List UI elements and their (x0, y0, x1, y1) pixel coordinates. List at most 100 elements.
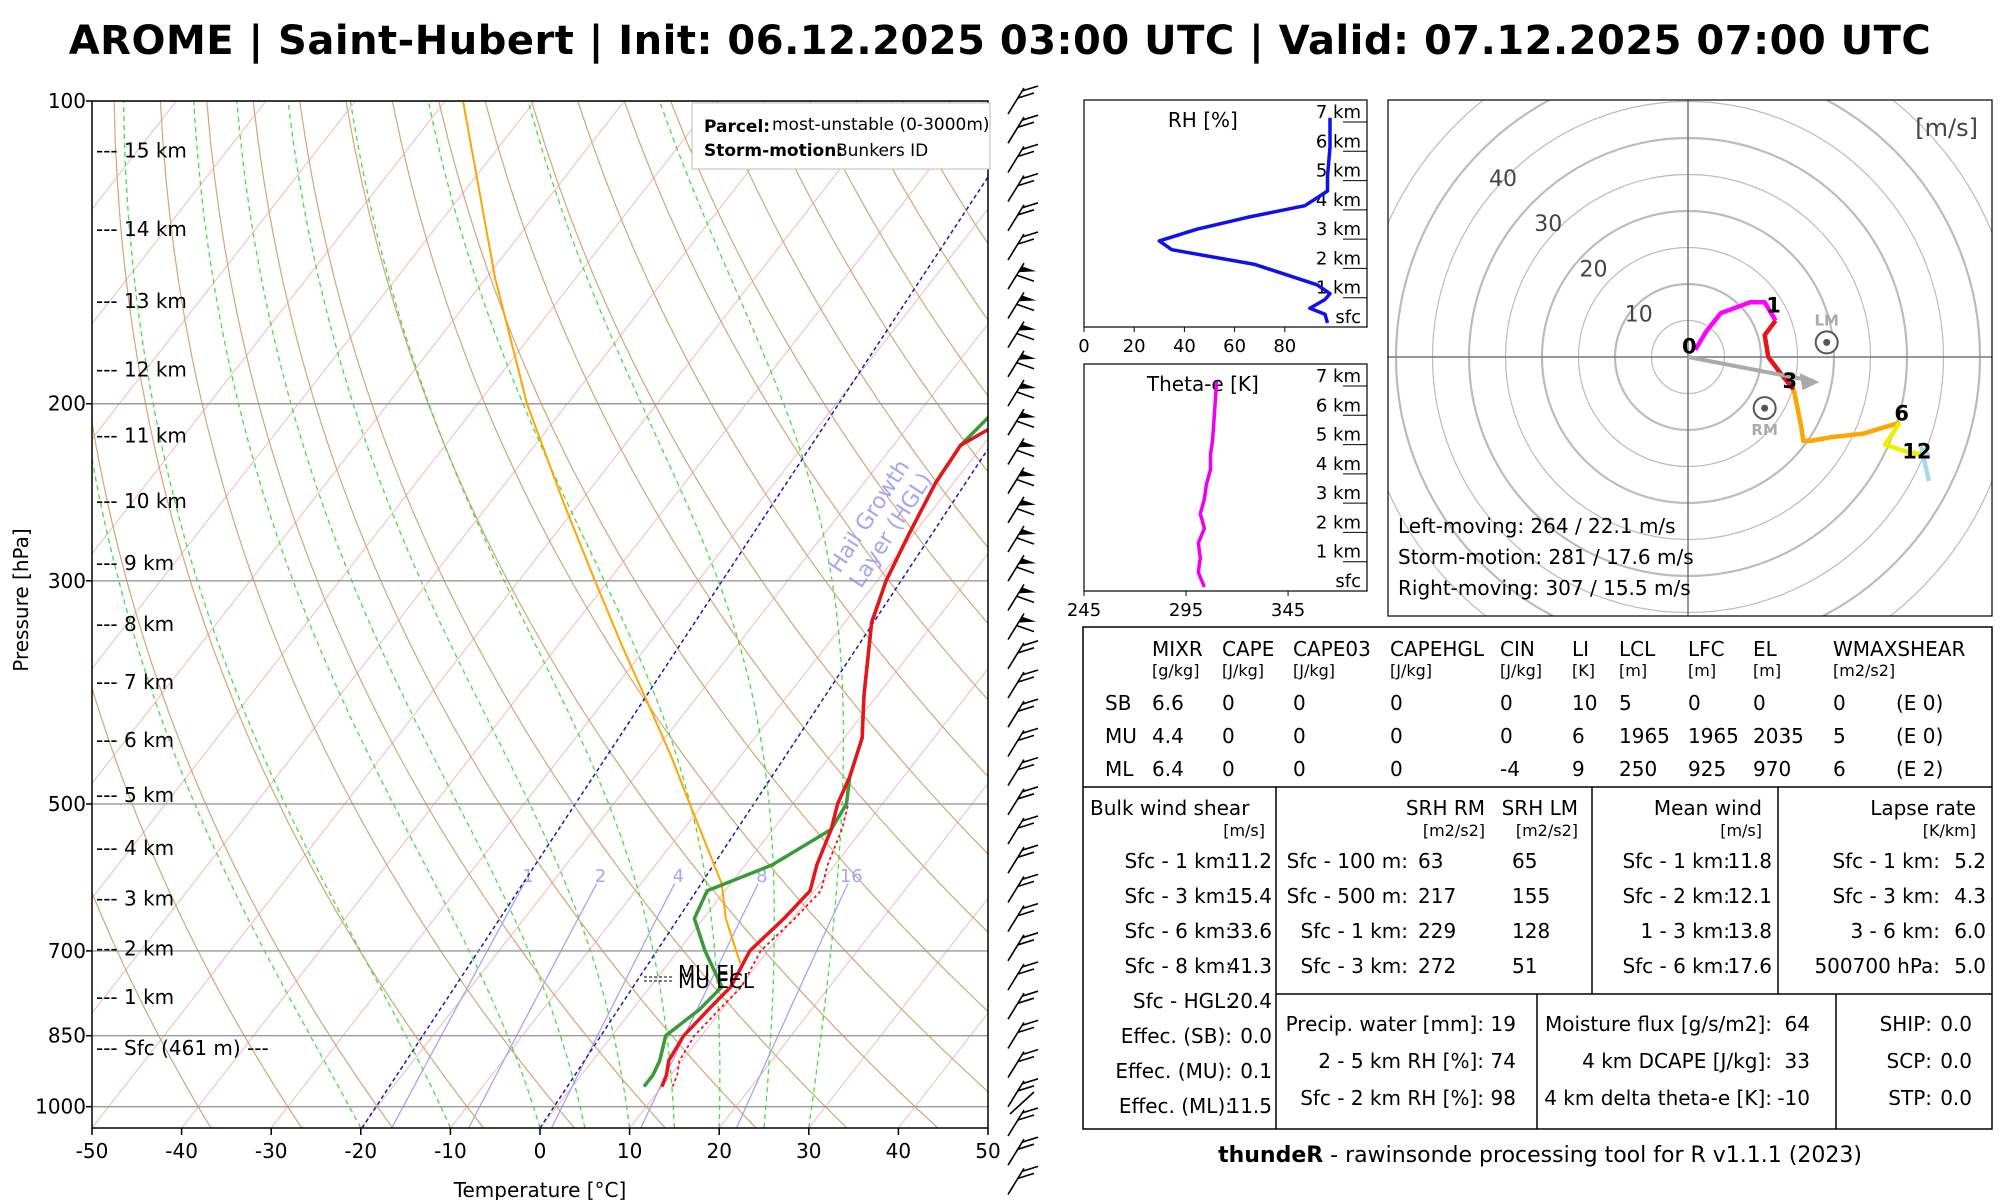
parcel-table-header: CIN (1500, 637, 1535, 661)
wind-barb-staff (1007, 729, 1025, 757)
wind-barb-feather (1017, 997, 1035, 1004)
parcel-table-header: WMAXSHEAR (1833, 637, 1965, 661)
wind-barb-feather (1017, 705, 1035, 712)
lapse-rate-label: Sfc - 1 km: (1832, 849, 1940, 873)
rh-height-label: 3 km (1316, 219, 1361, 240)
rh-height-label: 7 km (1316, 102, 1361, 123)
hodograph-panel: 10 20 30 40 0 1 3 6 12 LM RM [m/s] Left-moving: 264 … (1387, 99, 1993, 617)
wind-barb-feather (1016, 449, 1035, 458)
temperature-tick-label: -40 (165, 1139, 198, 1163)
srh-lm-value: 65 (1512, 849, 1537, 873)
wind-barb-feather (1016, 332, 1035, 341)
mixing-ratio-label: 4 (673, 866, 684, 887)
mixing-ratio-line (468, 883, 598, 1128)
storm-motion-arrow (1687, 355, 1814, 384)
mu-ecl-label: MU ECL (678, 969, 755, 993)
parcel-table-unit: [J/kg] (1222, 661, 1264, 680)
parcel-table-header: CAPE (1222, 637, 1274, 661)
mixing-ratio-label: 16 (840, 866, 863, 887)
wind-barb-feather (1017, 880, 1035, 888)
height-label: --- 2 km (96, 936, 174, 960)
parcel-table-unit: [m] (1619, 661, 1647, 680)
wind-barb-feather (1016, 478, 1035, 487)
wind-barb-staff (1007, 1167, 1025, 1195)
wind-barb-staff (1007, 1138, 1025, 1166)
lapse-rate-title: Lapse rate (1870, 796, 1976, 820)
rh-height-label: 2 km (1316, 248, 1361, 269)
wind-barb-staff (1007, 233, 1025, 261)
parcel-table-cell: 250 (1619, 757, 1657, 781)
wind-barb-feather (1021, 902, 1039, 910)
hodograph-point-label: 1 (1766, 294, 1781, 318)
wind-barb-staff (1007, 1080, 1025, 1108)
hodograph-info-line: Right-moving: 307 / 15.5 m/s (1398, 576, 1691, 600)
wind-barb-feather (1017, 909, 1035, 917)
parcel-table-cell: 6.6 (1152, 691, 1184, 715)
composite-index-label: SCP: (1887, 1049, 1932, 1073)
srh-rm-value: 229 (1418, 919, 1456, 943)
isotherm-line (92, 101, 267, 325)
wind-barb-flag (1018, 558, 1036, 565)
parcel-table-cell: 10 (1572, 691, 1597, 715)
parcel-table-header: MIXR (1152, 637, 1203, 661)
hodograph-clipped-layer: 10 20 30 40 0 1 3 6 12 LM RM [m/s] Left-moving: 264 … (1388, 100, 1992, 616)
wind-barb-feather (1021, 756, 1039, 764)
parcel-table-unit: [K] (1572, 661, 1595, 680)
isotherm-line (92, 101, 356, 440)
moist-adiabat-line (236, 101, 586, 1128)
wind-barb-feather (1017, 647, 1035, 654)
isotherm-line (360, 323, 988, 1128)
pressure-tick-label: 100 (48, 89, 86, 113)
moist-adiabat-line (349, 101, 676, 1128)
moist-adiabat-line (287, 101, 631, 1128)
pressure-tick-label: 700 (48, 939, 86, 963)
parcel-table-cell: SB (1105, 691, 1131, 715)
wind-barb-feather (1016, 362, 1035, 370)
wind-barb-flag (1018, 616, 1036, 623)
wind-barb-feather (1016, 624, 1035, 633)
lapse-rate-label: 3 - 6 km: (1850, 919, 1940, 943)
hodograph-info-line: Left-moving: 264 / 22.1 m/s (1398, 514, 1676, 538)
wind-barb-feather (1016, 595, 1035, 604)
isotherm-line (92, 101, 894, 1128)
parcel-table-header: EL (1753, 637, 1778, 661)
wind-barb-feather (1021, 1136, 1039, 1143)
height-label: --- Sfc (461 m) --- (96, 1036, 269, 1060)
wind-barb-staff (1007, 642, 1025, 670)
hodograph-unit: [m/s] (1915, 114, 1978, 142)
wind-barb-flag (1018, 529, 1036, 535)
wind-barb-feather (1021, 932, 1039, 939)
hgl-line (539, 448, 988, 1128)
temperature-tick-label: 20 (706, 1139, 731, 1163)
mean-wind-value: 11.8 (1727, 849, 1772, 873)
wind-barb-feather (1021, 786, 1039, 793)
parameter-tables: MIXR CAPE CAPE03 CAPEHGL CIN LI LCL LFC EL WMAXSH… (1082, 626, 1993, 1130)
wind-barb-feather (1021, 1048, 1039, 1056)
wind-barb-feather (1021, 961, 1039, 968)
theta-e-x-tick-label: 245 (1067, 600, 1101, 621)
rh-x-tick-label: 0 (1078, 336, 1089, 357)
srh-lm-value: 51 (1512, 954, 1537, 978)
mean-wind-value: 13.8 (1727, 919, 1772, 943)
isotherm-line (92, 101, 446, 555)
theta-e-height-label: 5 km (1316, 425, 1361, 446)
rh-height-label: 5 km (1316, 161, 1361, 182)
height-label: --- 10 km (96, 489, 187, 513)
wind-barb-staff (1007, 700, 1025, 728)
theta-e-height-label: 4 km (1316, 454, 1361, 475)
parcel-table-cell: 5 (1619, 691, 1632, 715)
wind-barb-flag (1018, 499, 1036, 506)
height-label: --- 6 km (96, 728, 174, 752)
dry-adiabat-line (206, 101, 666, 1128)
wind-barb-staff (1007, 759, 1025, 787)
parcel-table-header: CAPEHGL (1390, 637, 1485, 661)
bulk-shear-value: 0.0 (1240, 1024, 1272, 1048)
bulk-shear-label: Sfc - 6 km: (1124, 919, 1232, 943)
isotherm-line (92, 101, 804, 1014)
parcel-table-cell: 5 (1833, 724, 1846, 748)
hgl-line (361, 176, 988, 1128)
wind-barb-feather (1021, 640, 1039, 647)
wind-barb-flag (1018, 353, 1036, 360)
x-axis-label: Temperature [°C] (453, 1178, 627, 1200)
hodograph-point-label: 0 (1682, 335, 1697, 359)
